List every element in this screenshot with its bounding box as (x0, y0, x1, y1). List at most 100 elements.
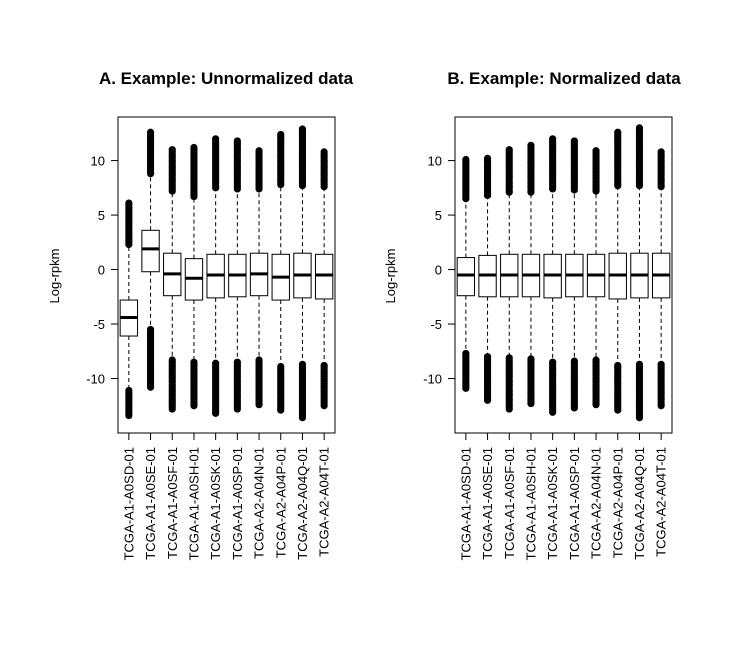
category-label: TCGA-A1-A0SP-01 (230, 447, 245, 560)
category-label: TCGA-A2-A04Q-01 (295, 447, 310, 560)
box-iqr (141, 229, 160, 273)
panel-a: A. Example: Unnormalized data Log-rpkm -… (47, 69, 354, 560)
box-iqr (314, 253, 334, 300)
y-tick-label: 10 (91, 154, 105, 169)
category-label: TCGA-A2-A04T-01 (654, 447, 669, 557)
category-label: TCGA-A1-A0SE-01 (143, 447, 158, 560)
outlier-point-high (570, 186, 578, 194)
category-label: TCGA-A1-A0SK-01 (208, 447, 223, 560)
box-4 (521, 141, 541, 408)
box-6 (228, 137, 247, 413)
chart-title-a: A. Example: Unnormalized data (99, 69, 354, 88)
box-10 (651, 148, 671, 410)
outlier-point-low (212, 409, 220, 417)
panel-b: B. Example: Normalized data Log-rpkm -10… (383, 69, 681, 560)
box-4 (184, 143, 204, 410)
outlier-point-high (549, 185, 557, 193)
outlier-point-high (146, 170, 155, 178)
y-tick-label: 5 (98, 208, 105, 223)
outlier-point-low (168, 405, 176, 413)
outlier-point-low (320, 402, 328, 410)
category-label: TCGA-A2-A04T-01 (317, 447, 332, 557)
box-9 (293, 125, 312, 422)
category-label: TCGA-A1-A0SH-01 (523, 447, 538, 560)
category-label: TCGA-A2-A04P-01 (610, 447, 625, 558)
outlier-point-high (635, 182, 644, 190)
box-1 (119, 199, 139, 420)
outlier-point-high (125, 240, 133, 249)
box-7 (586, 147, 606, 409)
box-5 (543, 135, 562, 416)
y-tick-label: 10 (428, 154, 442, 169)
outlier-point-high (168, 187, 176, 195)
y-axis-label-a: Log-rpkm (47, 249, 62, 304)
y-tick-label: 0 (98, 263, 105, 278)
outlier-point-high (190, 192, 198, 201)
outlier-point-high (462, 195, 470, 203)
y-tick-label: 5 (435, 208, 442, 223)
outlier-point-low (527, 399, 535, 408)
plot-area-b: -10 -5 0 5 10 TCGA-A1-A0SD-01 TCGA-A1-A0SE-01 T… (423, 116, 673, 560)
plot-area-a: -10 -5 0 5 10 TCGA-A1-A0SD-01 TCGA-A1-A0SE-01 T… (86, 116, 336, 560)
plot-frame (454, 116, 673, 434)
outlier-point-high (657, 183, 665, 191)
outlier-point-low (570, 404, 578, 412)
outlier-point-low (592, 401, 600, 409)
category-label: TCGA-A1-A0SP-01 (567, 447, 582, 560)
outlier-point-high (614, 182, 622, 190)
category-label: TCGA-A2-A04Q-01 (632, 447, 647, 560)
category-label: TCGA-A1-A0SD-01 (121, 447, 136, 560)
box-3 (163, 146, 182, 413)
y-tick-label: -10 (423, 372, 442, 387)
outlier-point-high (212, 184, 220, 192)
outlier-point-high (505, 188, 513, 196)
box-1 (456, 155, 476, 392)
category-label: TCGA-A2-A04P-01 (273, 447, 288, 558)
outlier-point-low (462, 384, 470, 392)
outlier-point-low (190, 402, 198, 410)
category-label: TCGA-A1-A0SK-01 (545, 447, 560, 560)
category-label: TCGA-A2-A04N-01 (252, 447, 267, 559)
y-axis-label-b: Log-rpkm (383, 249, 398, 304)
outlier-point-high (483, 191, 492, 200)
outlier-point-high (527, 188, 535, 196)
box-2 (141, 128, 160, 391)
outlier-point-low (298, 414, 307, 422)
outlier-point-low (146, 383, 155, 391)
category-label: TCGA-A1-A0SF-01 (165, 447, 180, 559)
box-7 (249, 147, 269, 409)
outlier-point-low (657, 402, 665, 410)
outlier-point-low (549, 408, 557, 416)
outlier-point-low (635, 414, 644, 422)
y-tick-label: -10 (86, 372, 105, 387)
category-label: TCGA-A1-A0SH-01 (186, 447, 201, 560)
outlier-point-low (505, 405, 513, 413)
y-tick-label: 0 (435, 263, 442, 278)
box-10 (314, 148, 334, 410)
outlier-point-low (255, 401, 263, 409)
outlier-point-high (298, 182, 307, 190)
category-label: TCGA-A1-A0SD-01 (458, 447, 473, 560)
outlier-point-low (125, 411, 133, 420)
box-2 (478, 154, 497, 404)
chart-title-b: B. Example: Normalized data (447, 69, 681, 88)
outlier-point-low (614, 406, 622, 414)
box-3 (500, 146, 519, 413)
outlier-point-low (483, 396, 492, 404)
y-tick-label: -5 (93, 317, 105, 332)
box-iqr (456, 257, 476, 297)
category-label: TCGA-A1-A0SE-01 (480, 447, 495, 560)
box-8 (608, 128, 627, 414)
box-5 (206, 135, 225, 417)
box-9 (630, 124, 649, 422)
box-8 (271, 130, 290, 414)
category-label: TCGA-A2-A04N-01 (589, 447, 604, 559)
outlier-point-low (233, 405, 241, 413)
outlier-point-high (320, 183, 328, 191)
outlier-point-high (255, 185, 263, 193)
category-label: TCGA-A1-A0SF-01 (502, 447, 517, 559)
outlier-point-high (277, 180, 285, 189)
outlier-point-low (277, 406, 285, 414)
box-6 (565, 137, 584, 412)
